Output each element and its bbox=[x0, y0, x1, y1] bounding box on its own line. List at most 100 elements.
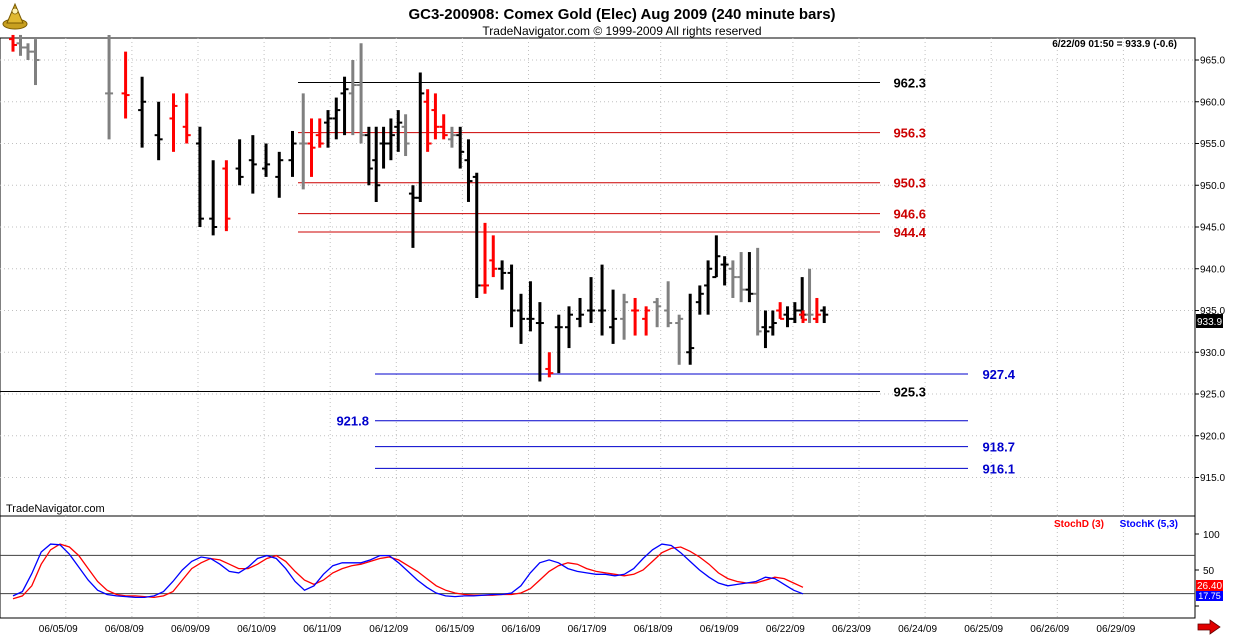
price-tick-label: 940.0 bbox=[1200, 264, 1225, 275]
stochastic-panel: StochD (3) StochK (5,3) 100 50 26.40 17.7… bbox=[0, 515, 1223, 619]
level-label: 925.3 bbox=[893, 384, 926, 399]
ohlc-bar bbox=[408, 185, 417, 248]
ohlc-bar bbox=[348, 60, 357, 136]
price-axis: 965.0 960.0 955.0 950.0 945.0 940.0 935.0 930.0… bbox=[1195, 56, 1225, 484]
date-tick-label: 06/25/09 bbox=[964, 624, 1003, 635]
ohlc-bar bbox=[712, 235, 721, 279]
level-label: 950.3 bbox=[893, 176, 926, 191]
ohlc-bar bbox=[783, 306, 792, 328]
ohlc-bar bbox=[631, 297, 640, 336]
stochk-line bbox=[12, 543, 804, 599]
scroll-right-arrow-icon[interactable] bbox=[1197, 619, 1221, 635]
ohlc-bar bbox=[16, 34, 25, 56]
trade-navigator-logo-icon bbox=[2, 2, 28, 30]
price-grid bbox=[0, 38, 1195, 516]
ohlc-bar bbox=[31, 39, 40, 86]
date-tick-label: 06/09/09 bbox=[171, 624, 210, 635]
ohlc-bar bbox=[416, 72, 425, 202]
ohlc-bar bbox=[554, 314, 563, 374]
level-label: 916.1 bbox=[982, 461, 1015, 476]
stochastic-panel-frame bbox=[0, 515, 1196, 619]
price-tick-label: 935.0 bbox=[1200, 306, 1225, 317]
ohlc-bar bbox=[340, 76, 349, 136]
price-tick-label: 945.0 bbox=[1200, 223, 1225, 234]
ohlc-bar bbox=[790, 302, 799, 324]
ohlc-bar bbox=[545, 352, 554, 378]
ohlc-bar bbox=[456, 126, 465, 169]
date-tick-label: 06/12/09 bbox=[369, 624, 408, 635]
ohlc-bar bbox=[498, 260, 507, 290]
ohlc-bar bbox=[720, 256, 729, 286]
current-price-tag: 933.9 bbox=[1196, 314, 1223, 328]
ohlc-bar bbox=[447, 126, 456, 148]
price-tick-label: 950.0 bbox=[1200, 181, 1225, 192]
ohlc-bar bbox=[664, 281, 673, 328]
ohlc-bar bbox=[464, 139, 473, 202]
ohlc-bar bbox=[235, 139, 244, 186]
ohlc-bar bbox=[686, 293, 695, 365]
ohlc-bar bbox=[768, 310, 777, 336]
price-levels: 962.3 956.3 950.3 946.6 944.4 927.4 925.3 921.8… bbox=[0, 76, 1016, 476]
ohlc-bar bbox=[364, 126, 373, 186]
date-tick-label: 06/24/09 bbox=[898, 624, 937, 635]
ohlc-bar bbox=[105, 34, 114, 140]
price-tick-label: 925.0 bbox=[1200, 390, 1225, 401]
ohlc-bar bbox=[799, 310, 807, 324]
ohlc-bar bbox=[288, 130, 297, 177]
level-label: 921.8 bbox=[336, 414, 369, 429]
ohlc-bar bbox=[121, 51, 130, 119]
date-tick-label: 06/26/09 bbox=[1030, 624, 1069, 635]
ohlc-bar bbox=[812, 297, 821, 324]
copyright-text: TradeNavigator.com © 1999-2009 All right… bbox=[482, 24, 761, 38]
price-panel-frame bbox=[0, 37, 1196, 517]
ohlc-bar bbox=[423, 89, 432, 152]
ohlc-bar bbox=[9, 34, 17, 52]
ohlc-bar bbox=[24, 43, 32, 60]
price-tick-label: 930.0 bbox=[1200, 348, 1225, 359]
level-label: 944.4 bbox=[893, 225, 926, 240]
ohlc-bar bbox=[776, 302, 785, 320]
date-tick-label: 06/17/09 bbox=[568, 624, 607, 635]
ohlc-bar bbox=[517, 293, 526, 344]
chart-header: GC3-200908: Comex Gold (Elec) Aug 2009 (… bbox=[408, 6, 1177, 50]
date-tick-label: 06/08/09 bbox=[105, 624, 144, 635]
ohlc-bar bbox=[675, 314, 684, 365]
ohlc-bar bbox=[307, 118, 316, 177]
ohlc-bar bbox=[431, 93, 440, 140]
ohlc-bar bbox=[248, 135, 257, 194]
ohlc-bar bbox=[598, 264, 607, 336]
price-tick-label: 920.0 bbox=[1200, 431, 1225, 442]
level-label: 927.4 bbox=[982, 367, 1015, 382]
price-tick-label: 960.0 bbox=[1200, 97, 1225, 108]
stochd-last-value: 26.40 bbox=[1197, 581, 1222, 592]
ohlc-bar bbox=[182, 93, 191, 144]
ohlc-bar bbox=[481, 222, 490, 294]
ohlc-bar bbox=[275, 151, 284, 198]
stochastic-lines bbox=[12, 543, 804, 600]
date-tick-label: 06/05/09 bbox=[39, 624, 78, 635]
date-tick-label: 06/15/09 bbox=[435, 624, 474, 635]
ohlc-bar bbox=[222, 160, 231, 232]
ohlc-bar bbox=[642, 306, 651, 336]
stochd-line bbox=[12, 543, 804, 600]
date-axis: 06/05/09 06/08/09 06/09/09 06/10/09 06/11/09… bbox=[0, 617, 1195, 635]
ohlc-bar bbox=[704, 260, 713, 315]
date-tick-label: 06/19/09 bbox=[700, 624, 739, 635]
ohlc-bar bbox=[315, 118, 324, 148]
ohlc-bar bbox=[576, 297, 585, 328]
ohlc-bar bbox=[138, 76, 147, 148]
ohlc-bar bbox=[620, 293, 629, 340]
stochastic-grid bbox=[0, 516, 1195, 618]
ohlc-bar bbox=[745, 252, 754, 303]
ohlc-bar bbox=[489, 235, 498, 278]
ohlc-bar bbox=[507, 264, 516, 328]
watermark: TradeNavigator.com bbox=[6, 503, 105, 515]
ohlc-bar bbox=[737, 252, 746, 303]
price-tick-label: 965.0 bbox=[1200, 56, 1225, 67]
legend-stochd: StochD (3) bbox=[1054, 519, 1104, 530]
stoch-value-tags: 26.40 17.75 bbox=[1196, 580, 1223, 601]
ohlc-bar bbox=[332, 97, 341, 140]
current-price-label: 933.9 bbox=[1197, 317, 1222, 328]
date-tick-label: 06/10/09 bbox=[237, 624, 276, 635]
